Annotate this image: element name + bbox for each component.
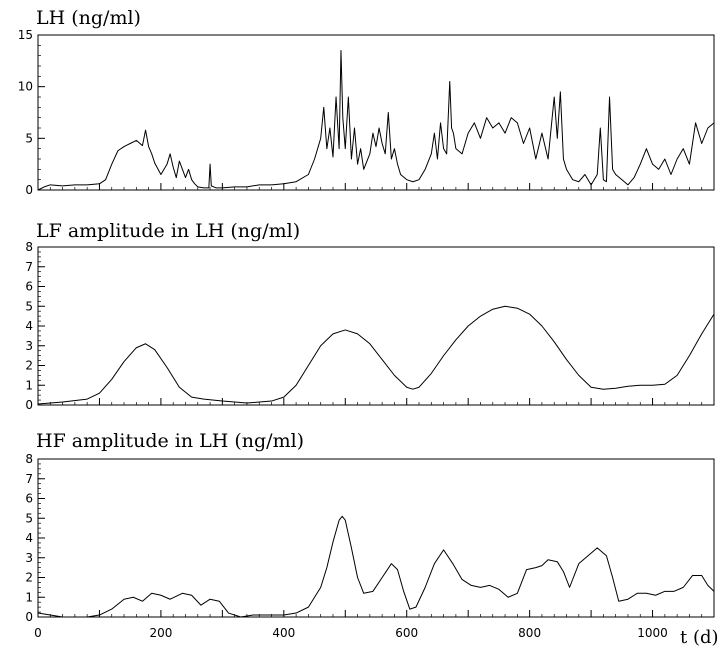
x-tick-label: 600 (395, 626, 418, 640)
panel-1-frame (37, 34, 715, 191)
y-tick-label: 8 (25, 452, 33, 466)
y-tick-label: 5 (25, 131, 33, 145)
x-tick-label: 0 (34, 626, 42, 640)
y-tick-label: 5 (25, 299, 33, 313)
y-tick-label: 8 (25, 240, 33, 254)
panel-3-series-line (37, 515, 715, 618)
y-tick-label: 7 (25, 260, 33, 274)
panel-1-title: LH (ng/ml) (36, 7, 141, 29)
y-tick-label: 1 (25, 378, 33, 392)
y-tick-label: 3 (25, 551, 33, 565)
y-tick-label: 6 (25, 280, 33, 294)
y-tick-label: 1 (25, 590, 33, 604)
y-tick-label: 2 (25, 359, 33, 373)
x-tick-label: 800 (518, 626, 541, 640)
y-tick-label: 15 (18, 28, 33, 42)
y-tick-label: 0 (25, 610, 33, 624)
y-tick-label: 3 (25, 339, 33, 353)
panel-2-series-line (37, 305, 715, 405)
y-tick-label: 2 (25, 571, 33, 585)
x-tick-label: 400 (272, 626, 295, 640)
y-tick-label: 0 (25, 183, 33, 197)
y-tick-label: 7 (25, 472, 33, 486)
panel-2-title: LF amplitude in LH (ng/ml) (36, 220, 300, 242)
y-tick-label: 5 (25, 511, 33, 525)
y-tick-label: 4 (25, 531, 33, 545)
panel-3-frame (37, 458, 715, 618)
y-tick-label: 4 (25, 319, 33, 333)
y-tick-label: 0 (25, 398, 33, 412)
y-tick-label: 10 (18, 80, 33, 94)
y-tick-label: 6 (25, 492, 33, 506)
panel-3-title: HF amplitude in LH (ng/ml) (36, 430, 304, 452)
panel-2-frame (37, 246, 715, 406)
panel-1-series-line (37, 50, 715, 191)
x-axis-label: t (d) (680, 627, 719, 648)
x-tick-label: 200 (149, 626, 172, 640)
x-tick-label: 1000 (637, 626, 668, 640)
